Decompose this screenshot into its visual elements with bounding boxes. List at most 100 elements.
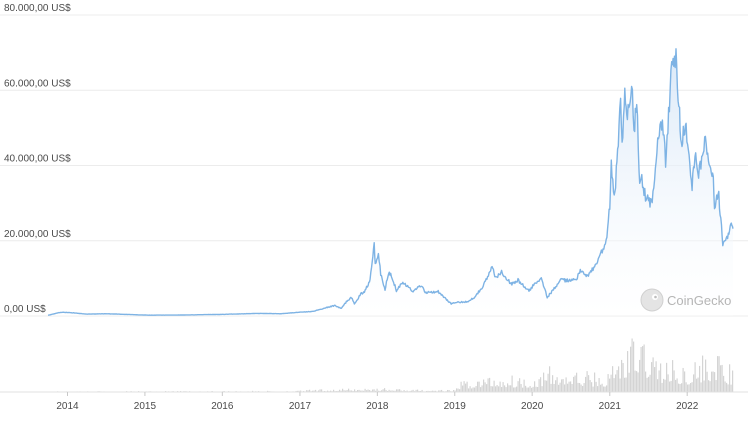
volume-bar	[610, 374, 612, 392]
volume-bar	[720, 365, 722, 392]
volume-bar	[702, 355, 704, 392]
volume-bar	[603, 386, 605, 392]
volume-bar	[678, 383, 680, 392]
volume-bar	[711, 371, 713, 392]
y-tick-label: 20.000,00 US$	[4, 229, 71, 240]
volume-bar	[556, 377, 558, 392]
volume-bar	[588, 375, 590, 392]
volume-bar	[223, 390, 225, 392]
volume-bar	[474, 387, 476, 392]
volume-bar	[580, 384, 582, 392]
volume-bar	[418, 390, 420, 392]
volume-bar	[532, 386, 534, 392]
volume-bar	[591, 382, 593, 392]
volume-bar	[717, 356, 719, 392]
volume-bar	[489, 377, 491, 392]
x-tick-label: 2017	[289, 401, 312, 412]
volume-bar	[667, 374, 669, 392]
volume-bar	[643, 344, 645, 392]
volume-bar	[570, 381, 572, 392]
volume-bar	[663, 378, 665, 392]
volume-bar	[337, 390, 339, 392]
volume-bar	[555, 380, 557, 392]
volume-bar	[651, 362, 653, 392]
volume-bar	[330, 390, 332, 392]
volume-bar	[612, 366, 614, 392]
volume-bar	[615, 374, 617, 392]
volume-bar	[297, 390, 299, 392]
volume-bar	[537, 387, 539, 392]
volume-bar	[321, 389, 323, 392]
volume-bar	[625, 377, 627, 392]
volume-bar	[529, 385, 531, 392]
volume-bar	[639, 359, 641, 392]
volume-bar	[501, 387, 503, 392]
volume-bar	[420, 390, 422, 392]
volume-bar	[376, 388, 378, 392]
volume-bar	[441, 389, 443, 392]
volume-bar	[684, 371, 686, 392]
volume-bar	[370, 390, 372, 392]
volume-bar	[382, 389, 384, 392]
volume-bar	[493, 380, 495, 392]
volume-bar	[640, 347, 642, 392]
volume-bar	[690, 383, 692, 392]
volume-bar	[573, 376, 575, 392]
volume-bar	[525, 385, 527, 392]
volume-bar	[309, 389, 311, 392]
volume-bar	[622, 363, 624, 392]
volume-bar	[706, 371, 708, 392]
volume-bar	[598, 378, 600, 392]
volume-bar	[601, 383, 603, 392]
volume-bar	[397, 389, 399, 392]
volume-bar	[553, 383, 555, 392]
volume-bar	[666, 362, 668, 392]
volume-bar	[508, 385, 510, 392]
volume-bar	[708, 380, 710, 392]
volume-bar	[373, 389, 375, 392]
volume-bar	[460, 381, 462, 392]
y-tick-label: 60.000,00 US$	[4, 78, 71, 89]
volume-bar	[306, 390, 308, 392]
volume-bar	[465, 383, 467, 392]
volume-bar	[459, 389, 461, 392]
volume-bar	[558, 384, 560, 392]
volume-bar	[645, 371, 647, 392]
volume-bar	[715, 380, 717, 392]
volume-bar	[463, 381, 465, 392]
volume-bar	[609, 378, 611, 392]
volume-bar	[519, 378, 521, 392]
volume-bar	[618, 366, 620, 392]
volume-bar	[486, 384, 488, 392]
volume-bar	[427, 390, 429, 392]
volume-bar	[456, 388, 458, 392]
volume-bar	[406, 390, 408, 392]
volume-bar	[568, 381, 570, 392]
volume-bar	[567, 383, 569, 392]
volume-bar	[660, 363, 662, 392]
volume-bar	[433, 390, 435, 392]
volume-bar	[351, 390, 353, 392]
volume-bar	[705, 359, 707, 392]
volume-bar	[693, 374, 695, 392]
volume-bar	[409, 390, 411, 392]
volume-bar	[585, 376, 587, 392]
volume-bar	[499, 381, 501, 392]
volume-bar	[516, 386, 518, 392]
volume-bar	[661, 382, 663, 392]
coingecko-watermark: CoinGecko	[640, 288, 731, 312]
volume-bar	[375, 390, 377, 392]
volume-bar	[687, 384, 689, 392]
volume-bar	[583, 383, 585, 392]
volume-bar	[654, 367, 656, 392]
volume-bar	[439, 390, 441, 392]
volume-bar	[669, 381, 671, 392]
volume-bar	[606, 385, 608, 392]
volume-bar	[319, 389, 321, 392]
volume-bar	[327, 390, 329, 392]
volume-bar	[562, 379, 564, 392]
volume-bar	[642, 346, 644, 392]
x-tick-label: 2020	[521, 401, 544, 412]
volume-bar	[703, 380, 705, 392]
